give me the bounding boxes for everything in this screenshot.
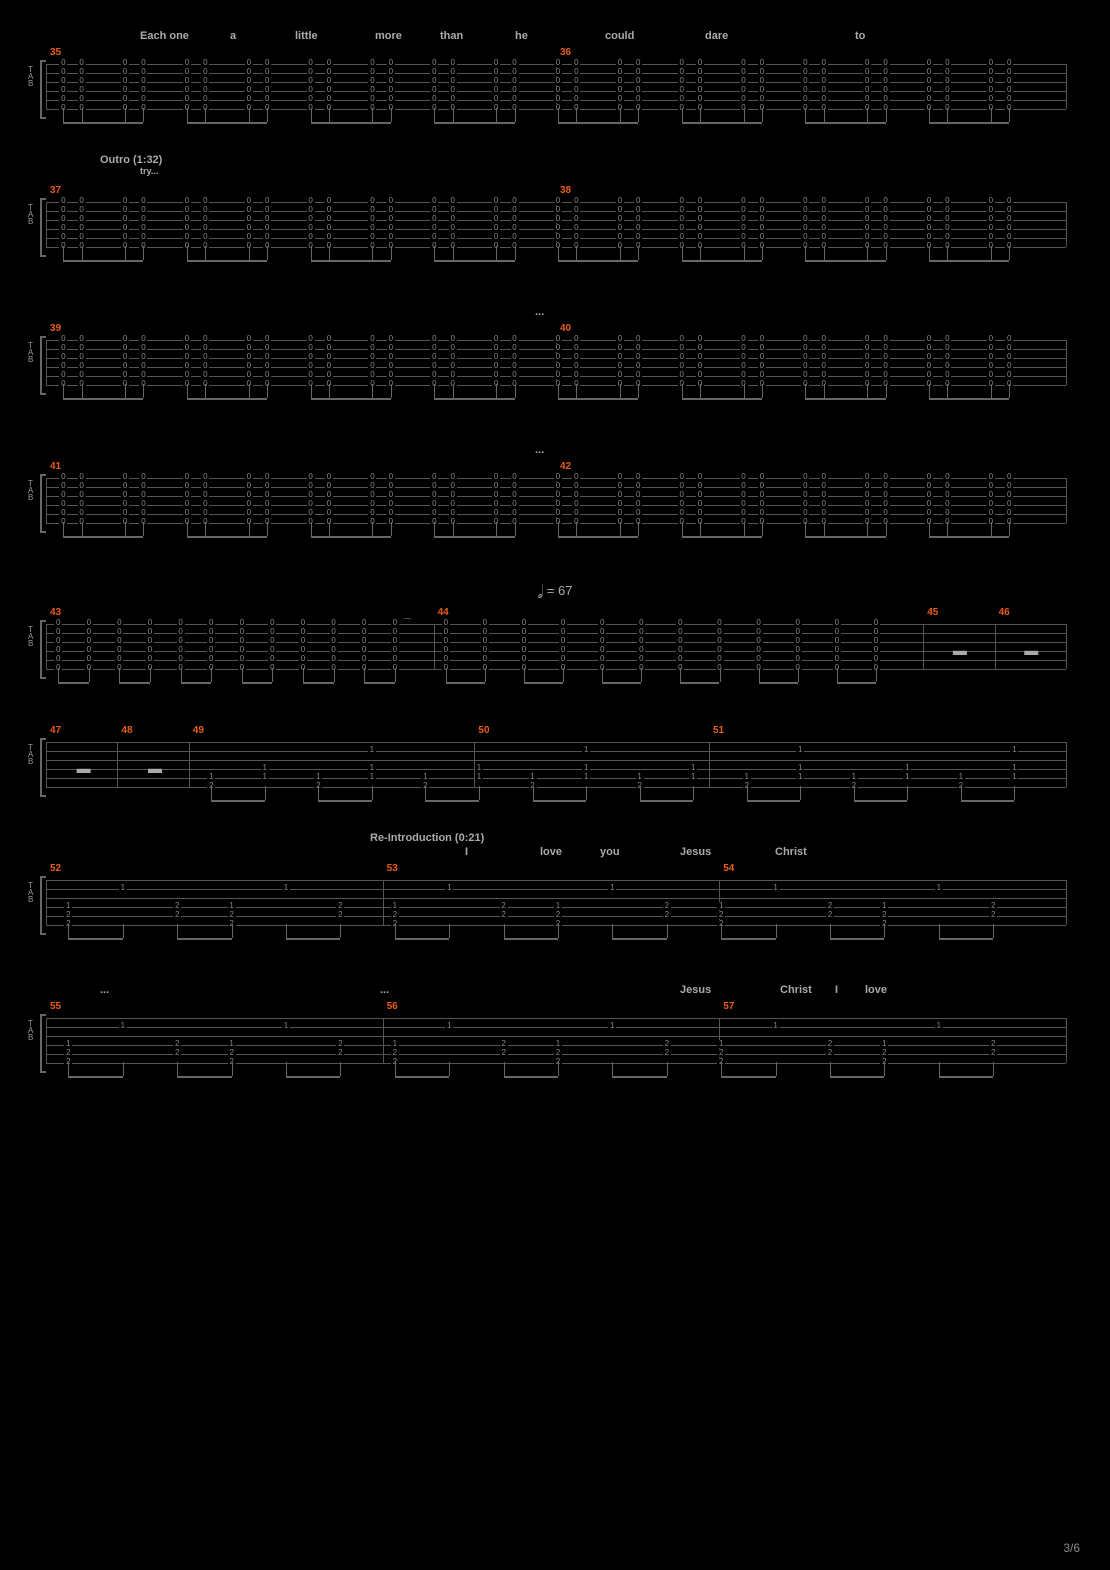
section-sublabel: try... (140, 166, 158, 176)
measure-number: 57 (723, 1001, 734, 1012)
measure-number: 47 (50, 725, 61, 736)
measure-number: 45 (927, 607, 938, 618)
lyric-word: I (835, 984, 838, 996)
lyric-word: ... (380, 984, 389, 996)
tab-clef: TAB (28, 342, 33, 363)
lyric-word: you (600, 846, 620, 858)
tab-clef: TAB (28, 626, 33, 647)
section-label: Outro (1:32) (100, 154, 162, 166)
lyric-word: I (465, 846, 468, 858)
lyric-word: Christ (780, 984, 812, 996)
rest-symbol: ▬ (1024, 642, 1038, 658)
lyric-word: little (295, 30, 318, 42)
page-number: 3/6 (1063, 1541, 1080, 1555)
lyric-word: ... (535, 306, 544, 318)
rest-symbol: ▬ (148, 760, 162, 776)
tab-clef: TAB (28, 744, 33, 765)
lyric-word: dare (705, 30, 728, 42)
measure-number: 35 (50, 47, 61, 58)
measure-number: 49 (193, 725, 204, 736)
measure-number: 56 (387, 1001, 398, 1012)
measure-number: 39 (50, 323, 61, 334)
tab-staff-system: Re-Introduction (0:21)IloveyouJesusChris… (40, 846, 1070, 946)
tab-staff-system: Each onealittlemorethanhecoulddaretoTAB3… (40, 30, 1070, 130)
measure-number: 53 (387, 863, 398, 874)
tab-staff-system: 𝅗𝅥 = 67TAB43444546⁀0000000000000000000000… (40, 582, 1070, 690)
lyric-word: love (865, 984, 887, 996)
measure-number: 48 (121, 725, 132, 736)
measure-number: 55 (50, 1001, 61, 1012)
tab-staff-system: Outro (1:32)try...TAB3738000000000000000… (40, 168, 1070, 268)
rest-symbol: ▬ (77, 760, 91, 776)
tab-clef: TAB (28, 66, 33, 87)
lyric-word: more (375, 30, 402, 42)
measure-number: 41 (50, 461, 61, 472)
lyric-word: he (515, 30, 528, 42)
measure-number: 44 (438, 607, 449, 618)
lyric-word: Christ (775, 846, 807, 858)
tab-clef: TAB (28, 882, 33, 903)
tab-clef: TAB (28, 480, 33, 501)
measure-number: 43 (50, 607, 61, 618)
measure-number: 40 (560, 323, 571, 334)
tab-clef: TAB (28, 204, 33, 225)
tab-staff-system: ...TAB3940000000000000000000000000000000… (40, 306, 1070, 406)
measure-number: 46 (999, 607, 1010, 618)
measure-number: 42 (560, 461, 571, 472)
tab-clef: TAB (28, 1020, 33, 1041)
measure-number: 52 (50, 863, 61, 874)
lyric-word: Jesus (680, 846, 711, 858)
lyric-word: to (855, 30, 865, 42)
lyric-word: Each one (140, 30, 189, 42)
rest-symbol: ▬ (953, 642, 967, 658)
lyric-word: ... (100, 984, 109, 996)
tab-staff-system: ......JesusChristIloveTAB555657122122122… (40, 984, 1070, 1084)
lyric-word: could (605, 30, 634, 42)
tab-staff-system: TAB4748495051▬▬1211121111211121111211121… (40, 728, 1070, 808)
tempo-marking: 𝅗𝅥 = 67 (40, 582, 1070, 602)
section-label: Re-Introduction (0:21) (370, 832, 484, 844)
lyric-word: than (440, 30, 463, 42)
lyric-word: a (230, 30, 236, 42)
lyric-word: ... (535, 444, 544, 456)
measure-number: 38 (560, 185, 571, 196)
lyric-word: love (540, 846, 562, 858)
measure-number: 37 (50, 185, 61, 196)
measure-number: 36 (560, 47, 571, 58)
tab-staff-system: ...TAB4142000000000000000000000000000000… (40, 444, 1070, 544)
measure-number: 51 (713, 725, 724, 736)
measure-number: 50 (478, 725, 489, 736)
lyric-word: Jesus (680, 984, 711, 996)
measure-number: 54 (723, 863, 734, 874)
